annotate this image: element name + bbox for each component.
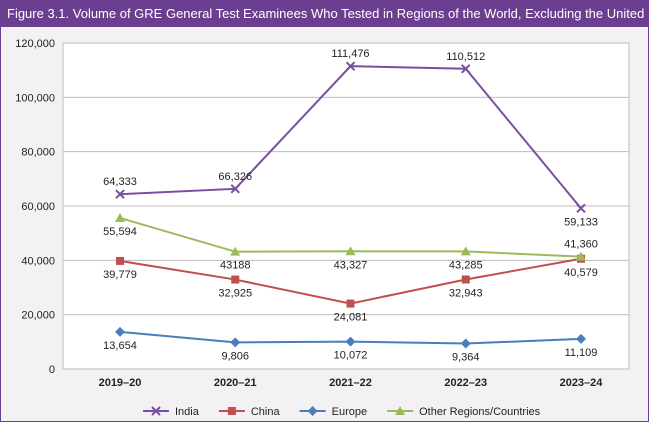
data-label-india: 110,512 — [446, 51, 485, 63]
data-label-india: 66,326 — [218, 171, 252, 183]
data-label-india: 59,133 — [564, 216, 598, 228]
legend-label-india: India — [175, 406, 200, 418]
line-chart: 0 20,000 40,000 60,000 80,000 100,000 120,000 2… — [15, 38, 630, 418]
data-point-other-regions-countries — [230, 246, 241, 256]
data-label-india: 111,476 — [331, 48, 369, 60]
y-tick-label: 100,000 — [15, 92, 55, 104]
x-tick-label: 2021–22 — [329, 377, 372, 389]
x-tick-label: 2019–20 — [99, 377, 142, 389]
y-tick-label: 40,000 — [21, 255, 55, 267]
data-point-other-regions-countries — [345, 246, 356, 256]
data-point-europe — [230, 337, 241, 348]
legend-label-china: China — [251, 406, 281, 418]
data-label-china: 40,579 — [564, 267, 598, 279]
legend-marker-europe — [307, 406, 318, 416]
data-label-india: 64,333 — [103, 176, 137, 188]
legend-marker-india — [151, 406, 161, 416]
data-point-china — [231, 275, 240, 284]
data-point-china — [346, 299, 355, 308]
data-label-other-regions-countries: 43,285 — [449, 259, 483, 271]
data-label-china: 39,779 — [103, 269, 137, 281]
data-point-china — [116, 256, 124, 265]
data-point-europe — [460, 338, 471, 349]
data-point-india — [576, 203, 586, 214]
legend-label-europe: Europe — [332, 406, 367, 418]
data-label-europe: 10,072 — [334, 350, 368, 362]
data-label-other-regions-countries: 41,360 — [564, 239, 598, 251]
data-label-china: 32,943 — [449, 288, 483, 300]
x-tick-label: 2022–23 — [444, 377, 487, 389]
data-point-other-regions-countries — [460, 246, 471, 256]
data-label-china: 24,081 — [334, 312, 368, 324]
data-point-india — [115, 189, 125, 199]
data-point-india — [345, 61, 356, 71]
data-point-india — [230, 184, 240, 194]
data-point-china — [461, 275, 470, 284]
figure-title: Figure 3.1. Volume of GRE General Test E… — [1, 1, 648, 27]
data-point-europe — [115, 326, 125, 337]
data-label-europe: 13,654 — [103, 340, 137, 352]
data-label-other-regions-countries: 43,327 — [334, 259, 368, 271]
data-label-europe: 9,364 — [452, 352, 480, 364]
legend-marker-other-regions-countries — [395, 406, 406, 415]
data-point-india — [461, 64, 471, 74]
data-label-china: 32,925 — [218, 288, 252, 300]
data-point-other-regions-countries — [576, 251, 586, 261]
legend-marker-china — [227, 407, 236, 415]
data-point-europe — [345, 336, 356, 347]
data-label-europe: 9,806 — [221, 350, 249, 362]
y-tick-label: 0 — [49, 364, 55, 376]
data-label-europe: 11,109 — [565, 347, 598, 359]
y-tick-label: 60,000 — [21, 201, 55, 213]
data-label-other-regions-countries: 43188 — [220, 260, 251, 272]
legend-label-other-regions-countries: Other Regions/Countries — [419, 406, 541, 418]
x-tick-label: 2020–21 — [214, 377, 257, 389]
y-tick-label: 80,000 — [21, 147, 55, 159]
data-label-other-regions-countries: 55,594 — [103, 226, 137, 238]
data-point-europe — [576, 333, 586, 344]
y-tick-label: 120,000 — [15, 38, 55, 50]
y-tick-label: 20,000 — [21, 310, 55, 322]
data-point-other-regions-countries — [115, 212, 125, 222]
x-tick-label: 2023–24 — [560, 377, 604, 389]
